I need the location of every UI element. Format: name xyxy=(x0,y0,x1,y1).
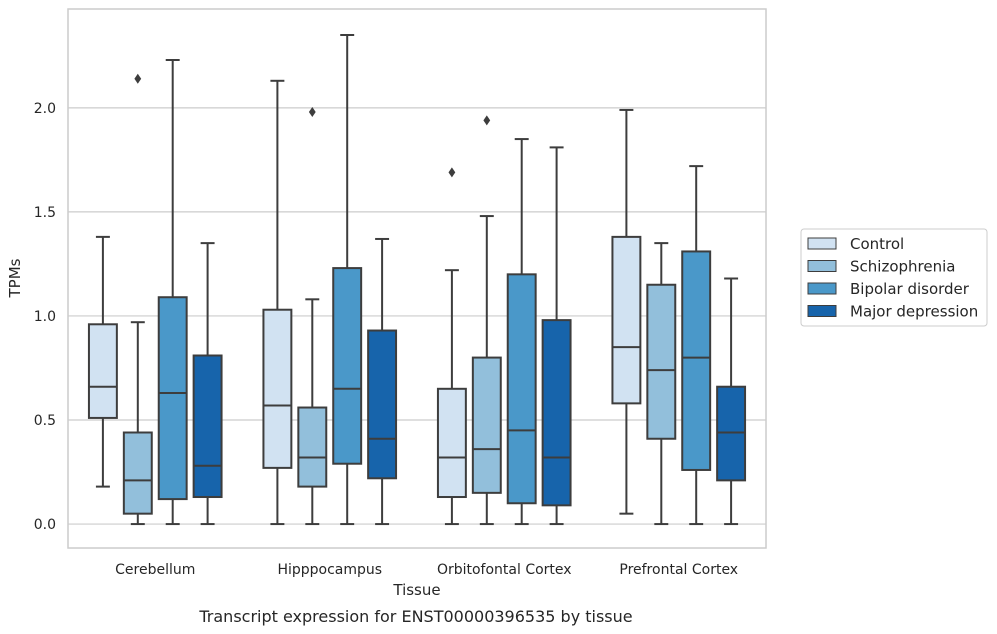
iqr-box xyxy=(681,250,712,471)
box-major-depression xyxy=(192,242,223,526)
box-major-depression xyxy=(716,277,747,526)
x-tick-label: Hipppocampus xyxy=(277,562,382,578)
outlier-point xyxy=(448,167,456,178)
box-bipolar-disorder xyxy=(681,165,712,526)
box-bipolar-disorder xyxy=(332,34,363,526)
x-tick-label: Orbitofontal Cortex xyxy=(437,562,572,578)
legend-frame xyxy=(800,228,988,327)
iqr-box xyxy=(611,235,642,405)
y-tick-label: 0.5 xyxy=(34,413,56,429)
box-schizophrenia xyxy=(297,107,328,526)
legend-label: Bipolar disorder xyxy=(850,280,970,298)
x-tick-labels: Cerebellum Hipppocampus Orbitofontal Corte… xyxy=(115,562,738,578)
iqr-box xyxy=(87,323,118,419)
legend-swatch xyxy=(807,282,837,295)
box-control xyxy=(262,79,293,526)
outlier-point xyxy=(308,107,316,118)
y-tick-label: 0.0 xyxy=(34,517,56,533)
iqr-box xyxy=(297,406,328,488)
y-tick-label: 1.5 xyxy=(34,205,56,221)
box-major-depression xyxy=(367,237,398,526)
chart-caption: Transcript expression for ENST0000039653… xyxy=(198,607,632,626)
iqr-box xyxy=(262,308,293,469)
x-tick-label: Prefrontal Cortex xyxy=(619,562,738,578)
iqr-box xyxy=(122,431,153,515)
iqr-box xyxy=(192,354,223,499)
y-tick-label: 2.0 xyxy=(34,101,56,117)
x-tick-label: Cerebellum xyxy=(115,562,195,578)
legend-swatch xyxy=(807,305,837,317)
outlier-point xyxy=(134,73,142,84)
legend: Control Schizophrenia Bipolar disorder Majo… xyxy=(800,228,988,327)
box-schizophrenia xyxy=(471,115,502,526)
x-axis-label: Tissue xyxy=(392,581,440,599)
y-tick-labels: 0.0 0.5 1.0 1.5 2.0 xyxy=(34,101,56,533)
box-groups xyxy=(87,34,747,526)
box-control xyxy=(87,235,118,488)
iqr-box xyxy=(646,283,677,440)
iqr-box xyxy=(332,267,363,465)
iqr-box xyxy=(506,273,537,505)
box-schizophrenia xyxy=(646,242,677,526)
box-schizophrenia xyxy=(122,73,153,526)
legend-label: Control xyxy=(850,235,904,253)
legend-label: Schizophrenia xyxy=(850,258,955,276)
box-bipolar-disorder xyxy=(506,138,537,526)
iqr-box xyxy=(367,329,398,480)
plot-frame xyxy=(67,8,767,549)
legend-swatch xyxy=(807,237,837,250)
y-tick-label: 1.0 xyxy=(34,309,56,325)
iqr-box xyxy=(471,356,502,494)
box-control xyxy=(611,108,642,515)
box-bipolar-disorder xyxy=(157,58,188,526)
iqr-box xyxy=(716,385,747,482)
outlier-point xyxy=(483,115,491,126)
legend-swatch xyxy=(807,260,837,272)
legend-label: Major depression xyxy=(850,303,978,321)
box-control xyxy=(436,167,467,526)
box-major-depression xyxy=(541,146,572,526)
y-axis-label: TPMs xyxy=(6,258,24,298)
iqr-box xyxy=(541,319,572,507)
iqr-box xyxy=(436,387,467,499)
iqr-box xyxy=(157,296,188,501)
